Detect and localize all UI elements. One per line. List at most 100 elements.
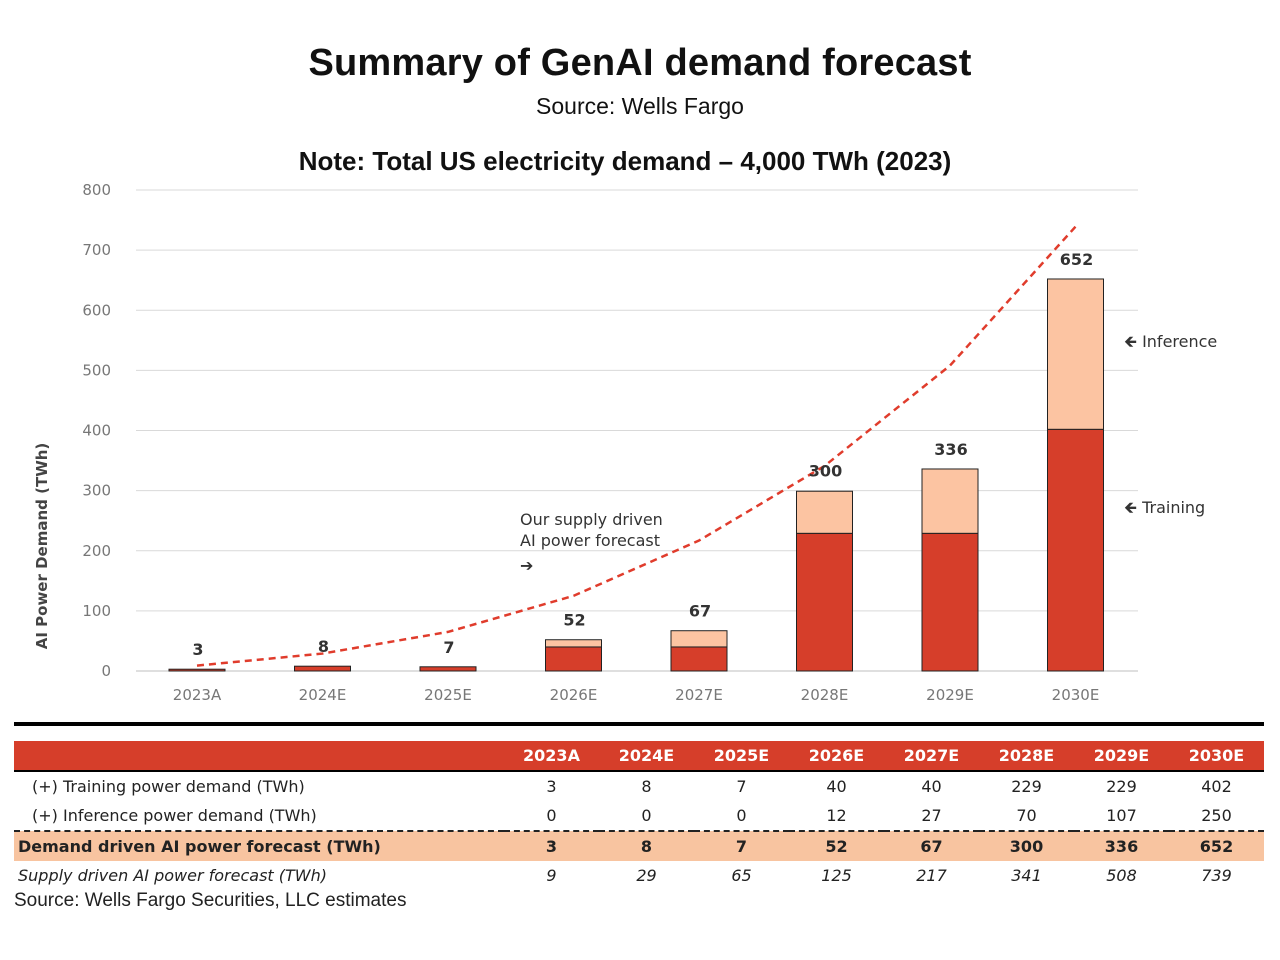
table-cell: 12 — [789, 801, 884, 832]
demand-forecast-chart: 0 100 200 300 400 500 600 700 800 AI Power Deman… — [33, 181, 1217, 704]
y-tick-label: 700 — [82, 241, 111, 259]
table-cell: 229 — [1106, 777, 1137, 796]
table-header-cell: 2024E — [599, 741, 694, 772]
table-row-supply: Supply driven AI power forecast (TWh) 9 … — [14, 861, 1264, 890]
table-header-cell: 2026E — [789, 741, 884, 772]
y-tick-label: 800 — [82, 181, 111, 199]
table-cell: 29 — [636, 866, 657, 885]
supply-annotation-line-1: Our supply driven — [520, 510, 663, 529]
table-cell: 739 — [1201, 866, 1232, 885]
supply-annotation-line-2: AI power forecast — [520, 531, 660, 550]
x-axis-ticks: 2023A 2024E 2025E 2026E 2027E 2028E 2029E 2030E — [173, 686, 1100, 704]
table-cell: 402 — [1201, 777, 1232, 796]
forecast-table: 2023A 2024E 2025E 2026E 2027E 2028E 2029… — [14, 722, 1264, 890]
bar-total-label: 336 — [934, 440, 967, 459]
table-cell: 250 — [1169, 801, 1264, 832]
y-axis-label: AI Power Demand (TWh) — [33, 443, 51, 650]
x-tick-label: 2024E — [299, 686, 347, 704]
table-cell: 8 — [641, 777, 652, 796]
row-label: (+) Inference power demand (TWh) — [14, 801, 504, 832]
bar-total-label: 300 — [809, 462, 842, 481]
y-tick-label: 200 — [82, 542, 111, 560]
supply-annotation-arrow-icon: ➔ — [520, 556, 533, 575]
bar-training-2023A — [168, 668, 226, 672]
table-cell: 336 — [1104, 837, 1139, 856]
table-row-inference: (+) Inference power demand (TWh) 0 0 0 1… — [14, 801, 1264, 832]
table-cell: 27 — [884, 801, 979, 832]
bar-inference-2030E — [1047, 278, 1104, 430]
bar-total-label: 8 — [318, 637, 329, 656]
table-header-cell: 2028E — [979, 741, 1074, 772]
bar-training-2027E — [670, 646, 728, 672]
table-row-training: (+) Training power demand (TWh) 3 8 7 40… — [14, 771, 1264, 801]
table-cell: 341 — [1011, 866, 1042, 885]
chart-note: Note: Total US electricity demand – 4,00… — [298, 146, 952, 176]
bar-training-2026E — [545, 646, 602, 672]
y-tick-label: 600 — [82, 301, 111, 319]
table-cell: 40 — [826, 777, 847, 796]
bar-training-2024E — [294, 665, 351, 672]
bar-total-label: 652 — [1060, 250, 1093, 269]
table-cell: 7 — [735, 837, 748, 856]
x-tick-label: 2025E — [424, 686, 472, 704]
table-cell: 70 — [979, 801, 1074, 832]
bar-total-label: 67 — [689, 602, 711, 621]
x-tick-label: 2028E — [801, 686, 849, 704]
row-label: Supply driven AI power forecast (TWh) — [18, 866, 327, 885]
y-tick-label: 0 — [101, 662, 111, 680]
bar-training-2028E — [796, 532, 853, 672]
x-tick-label: 2023A — [173, 686, 222, 704]
table-cell: 0 — [694, 801, 789, 832]
training-annotation: 🡸 Training — [1124, 498, 1205, 517]
bar-total-label: 52 — [563, 611, 585, 630]
table-row-demand-total: Demand driven AI power forecast (TWh) 3 … — [14, 831, 1264, 861]
bar-inference-2027E — [670, 630, 728, 648]
bar-training-2030E — [1047, 428, 1104, 672]
x-tick-label: 2027E — [675, 686, 723, 704]
bar-training-2029E — [921, 532, 979, 672]
table-cell: 40 — [921, 777, 942, 796]
table-cell: 0 — [504, 801, 599, 832]
table-cell: 7 — [736, 777, 747, 796]
x-tick-label: 2029E — [926, 686, 974, 704]
table-cell: 508 — [1106, 866, 1137, 885]
chart-title: Summary of GenAI demand forecast — [308, 42, 972, 84]
table-header-cell: 2027E — [884, 741, 979, 772]
bar-training-2025E — [419, 666, 477, 672]
bar-total-label: 7 — [443, 638, 454, 657]
table-header-cell: 2023A — [504, 741, 599, 772]
table-cell: 9 — [546, 866, 557, 885]
bars — [168, 278, 1104, 672]
table-header-row: 2023A 2024E 2025E 2026E 2027E 2028E 2029… — [14, 741, 1264, 772]
y-tick-label: 300 — [82, 482, 111, 500]
source-note: Source: Wells Fargo Securities, LLC esti… — [14, 890, 407, 911]
inference-annotation: 🡸 Inference — [1124, 332, 1217, 351]
y-tick-label: 500 — [82, 361, 111, 379]
row-label: (+) Training power demand (TWh) — [32, 777, 305, 796]
table-cell: 652 — [1199, 837, 1234, 856]
row-label: Demand driven AI power forecast (TWh) — [18, 837, 381, 856]
table-header-cell: 2030E — [1169, 741, 1264, 772]
table-cell: 125 — [821, 866, 852, 885]
table-top-rule — [14, 722, 1264, 726]
y-tick-label: 100 — [82, 602, 111, 620]
table-cell: 300 — [1009, 837, 1044, 856]
table-cell: 3 — [546, 777, 557, 796]
table-cell: 229 — [1011, 777, 1042, 796]
table-cell: 8 — [640, 837, 653, 856]
supply-forecast-line — [196, 225, 1077, 667]
y-axis-ticks: 0 100 200 300 400 500 600 700 800 — [82, 181, 111, 680]
bar-inference-2029E — [921, 468, 979, 534]
table-cell: 217 — [916, 866, 947, 885]
chart-subtitle: Source: Wells Fargo — [536, 93, 744, 119]
table-cell: 0 — [599, 801, 694, 832]
table-header-cell: 2029E — [1074, 741, 1169, 772]
bar-inference-2026E — [545, 639, 602, 648]
table-cell: 3 — [545, 837, 558, 856]
gridlines — [136, 189, 1138, 672]
table-cell: 52 — [825, 837, 848, 856]
bar-inference-2028E — [796, 490, 853, 534]
table-header-cell: 2025E — [694, 741, 789, 772]
bar-total-label: 3 — [192, 640, 203, 659]
x-tick-label: 2030E — [1052, 686, 1100, 704]
